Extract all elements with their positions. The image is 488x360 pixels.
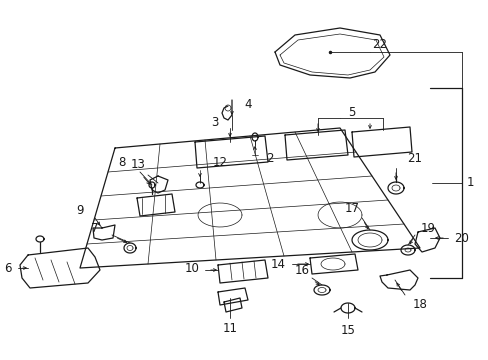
Text: 13: 13 [130,158,145,171]
Text: 1: 1 [465,176,473,189]
Text: 18: 18 [412,298,427,311]
Text: 21: 21 [407,152,422,165]
Text: 16: 16 [294,264,309,276]
Text: 4: 4 [244,99,251,112]
Text: 15: 15 [340,324,355,337]
Text: 20: 20 [454,231,468,244]
Text: 6: 6 [4,261,12,274]
Text: 11: 11 [222,321,237,334]
Text: 12: 12 [212,156,227,168]
Text: 14: 14 [270,257,285,270]
Text: 3: 3 [211,116,218,129]
Text: 7: 7 [91,221,99,234]
Text: 17: 17 [344,202,359,215]
Text: 5: 5 [347,105,355,118]
Text: 9: 9 [76,203,83,216]
Text: 19: 19 [420,221,435,234]
Text: 10: 10 [184,261,199,274]
Text: 2: 2 [265,152,273,165]
Text: 8: 8 [118,156,125,168]
Text: 22: 22 [372,39,386,51]
